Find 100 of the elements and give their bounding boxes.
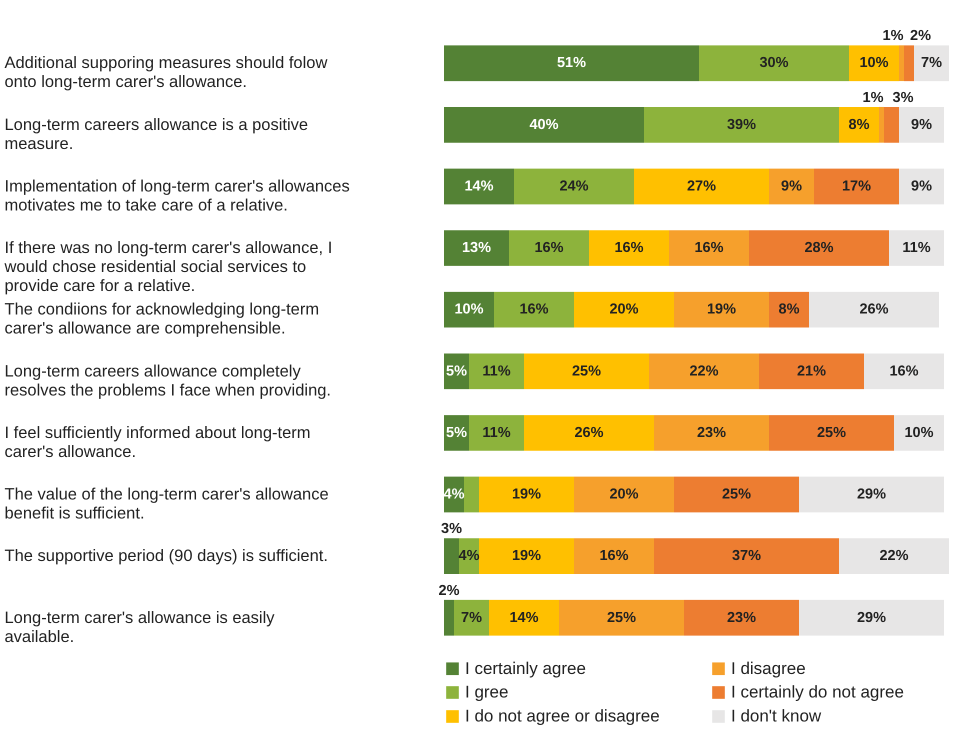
- data-label: 1%: [882, 28, 904, 44]
- bar: [674, 292, 769, 328]
- data-label: 2%: [438, 582, 460, 599]
- bar: [454, 600, 489, 636]
- bar: [899, 168, 944, 204]
- data-label: 28%: [804, 240, 834, 256]
- data-label: 3%: [441, 521, 462, 538]
- bar: [759, 353, 864, 390]
- data-label: 19%: [706, 302, 736, 318]
- data-label: 5%: [446, 424, 468, 441]
- bar: [799, 600, 944, 636]
- bar: [444, 292, 494, 328]
- data-label: 9%: [781, 178, 802, 194]
- data-label: 8%: [848, 116, 870, 133]
- data-label: 39%: [726, 116, 756, 133]
- bar: [444, 538, 459, 574]
- bar: [799, 476, 944, 512]
- bar: [589, 230, 669, 266]
- data-label: 10%: [904, 424, 934, 441]
- legend-label: I gree: [465, 682, 508, 702]
- data-label: 16%: [694, 240, 724, 256]
- data-label: 21%: [796, 363, 826, 380]
- y-tick-label: Implementation of long-term carer's allowances motivates me to take care of a relative.: [4, 177, 350, 214]
- y-tick-label: I feel sufficiently informed about long-term carer's allowance.: [4, 424, 311, 461]
- legend-label: I certainly do not agree: [731, 682, 904, 702]
- data-label: 16%: [519, 302, 549, 318]
- data-label: 16%: [614, 240, 644, 256]
- bar: [899, 45, 904, 82]
- bar: [864, 353, 944, 390]
- data-label: 25%: [572, 363, 602, 380]
- y-tick-label: Long-term careers allowance completely resolves the problems I face when providing.: [4, 362, 332, 400]
- y-tick-label: The condiions for acknowledging long-term carer's allowance are comprehensible.: [4, 300, 320, 338]
- data-label: 27%: [686, 178, 716, 194]
- data-label: 25%: [606, 610, 636, 626]
- y-tick-label: Long-term carer's allowance is easily available.: [4, 608, 276, 646]
- data-label: 8%: [778, 302, 800, 318]
- data-label: 14%: [464, 178, 494, 194]
- bar: [769, 292, 809, 328]
- data-label: 37%: [732, 548, 762, 564]
- bar: [769, 168, 814, 204]
- legend-label: I certainly agree: [465, 658, 586, 678]
- bar: [669, 230, 749, 266]
- y-tick-label: Additional supporing measures should folow onto long-term carer's allowance.: [4, 54, 328, 92]
- data-label: 9%: [911, 116, 932, 133]
- y-tick-label: The value of the long-term carer's allowance benefit is sufficient.: [4, 486, 329, 523]
- bar: [849, 45, 899, 82]
- bar: [884, 106, 899, 143]
- data-label: 1%: [862, 90, 884, 106]
- bar: [914, 45, 949, 82]
- bar: [509, 230, 589, 266]
- bar: [654, 415, 769, 451]
- data-label: 40%: [529, 116, 559, 133]
- data-label: 26%: [574, 424, 604, 441]
- bar: [674, 476, 799, 512]
- bar: [444, 106, 644, 143]
- data-label: 11%: [482, 363, 511, 380]
- bar: [514, 168, 634, 204]
- bar: [634, 168, 769, 204]
- data-label: 20%: [609, 302, 639, 318]
- data-label: 51%: [556, 55, 586, 72]
- bar: [749, 230, 889, 266]
- data-label: 11%: [482, 424, 511, 441]
- bar: [769, 415, 894, 451]
- bar: [574, 292, 674, 328]
- bar: [904, 45, 914, 82]
- data-label: 20%: [609, 486, 639, 503]
- bar: [479, 476, 574, 512]
- bar: [894, 415, 944, 451]
- data-label: 22%: [879, 548, 909, 564]
- bar: [839, 538, 949, 574]
- data-label: 29%: [856, 610, 886, 626]
- data-label: 25%: [816, 424, 846, 441]
- bar: [524, 353, 649, 390]
- data-label: 25%: [722, 486, 752, 503]
- bar: [644, 106, 839, 143]
- bar: [839, 106, 879, 143]
- data-label: 11%: [902, 240, 931, 256]
- data-label: 24%: [559, 178, 589, 194]
- bar: [444, 600, 454, 636]
- bar: [489, 600, 559, 636]
- data-label: 30%: [759, 55, 789, 72]
- data-label: 10%: [859, 55, 889, 72]
- bar: [899, 106, 944, 143]
- data-label: 14%: [509, 610, 539, 626]
- bar: [444, 168, 514, 204]
- data-label: 7%: [461, 610, 482, 626]
- y-tick-label: The supportive period (90 days) is sufficient.: [4, 547, 328, 566]
- bar: [574, 476, 674, 512]
- data-label: 16%: [889, 363, 919, 380]
- data-label: 23%: [696, 424, 726, 441]
- data-label: 9%: [911, 178, 932, 194]
- data-label: 7%: [921, 55, 942, 72]
- bar: [654, 538, 839, 574]
- data-label: 16%: [599, 548, 629, 564]
- y-tick-label: Long-term careers allowance is a positive measure.: [4, 116, 308, 153]
- legend-label: I don't know: [731, 706, 822, 726]
- bar: [494, 292, 574, 328]
- data-label: 19%: [512, 548, 542, 564]
- data-label: 17%: [842, 178, 872, 194]
- bar: [524, 415, 654, 451]
